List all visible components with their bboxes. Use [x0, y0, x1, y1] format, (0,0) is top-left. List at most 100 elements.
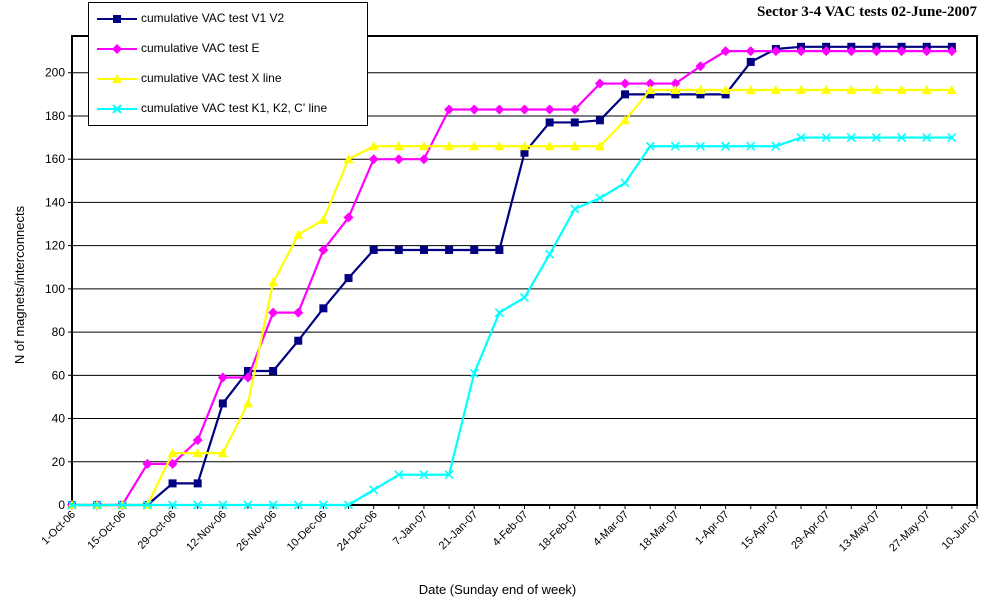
data-point: [193, 479, 202, 488]
data-point: [745, 85, 756, 95]
data-point: [167, 500, 178, 510]
data-point: [695, 85, 706, 95]
data-point: [545, 118, 554, 127]
data-point: [519, 104, 530, 115]
data-point: [142, 458, 153, 469]
data-point: [268, 307, 279, 318]
data-point: [670, 78, 681, 89]
data-point: [696, 90, 705, 99]
series-line-3: [72, 136, 952, 507]
data-point: [444, 104, 455, 115]
data-point: [243, 367, 252, 375]
x-tick-label: 12-Nov-06: [184, 509, 229, 554]
y-tick-label: 80: [52, 325, 66, 339]
data-point: [871, 46, 882, 57]
data-point: [469, 141, 480, 151]
data-point: [871, 133, 882, 143]
data-point: [419, 245, 428, 254]
y-tick-label: 100: [45, 282, 65, 296]
series-line-2: [72, 88, 952, 507]
data-point: [167, 458, 178, 469]
data-point: [645, 85, 656, 95]
data-point: [570, 118, 579, 127]
data-point: [193, 500, 203, 510]
data-point: [544, 141, 555, 151]
data-point: [293, 229, 304, 239]
y-tick-label: 120: [45, 239, 65, 253]
legend-item-x-line: cumulative VAC test X line: [89, 65, 367, 93]
x-tick-label: 13-May-07: [837, 509, 883, 555]
data-point: [896, 85, 907, 95]
legend-label: cumulative VAC test E: [141, 41, 260, 55]
data-point: [217, 372, 228, 383]
x-tick-label: 24-Dec-06: [335, 509, 380, 554]
legend-label: cumulative VAC test V1 V2: [141, 11, 285, 25]
y-tick-label: 160: [45, 152, 65, 166]
data-point: [343, 212, 354, 223]
legend-label: cumulative VAC test K1, K2, C' line: [141, 101, 328, 115]
data-point: [343, 500, 354, 510]
data-point: [569, 104, 580, 115]
y-tick-label: 40: [52, 412, 66, 426]
data-point: [695, 61, 706, 72]
y-axis-label: N of magnets/interconnects: [12, 205, 27, 365]
legend: cumulative VAC test V1 V2 cumulative VAC…: [88, 2, 368, 126]
x-tick-label: 10-Jun-07: [940, 509, 984, 553]
x-tick-label: 18-Feb-07: [537, 509, 581, 553]
data-point: [293, 500, 303, 510]
data-point: [620, 78, 631, 89]
data-point: [746, 141, 756, 151]
data-point: [896, 46, 907, 57]
data-point: [494, 308, 504, 318]
data-point: [368, 141, 379, 151]
data-point: [469, 368, 479, 378]
legend-item-e: cumulative VAC test E: [89, 35, 367, 63]
data-point: [419, 470, 429, 480]
data-point: [846, 133, 856, 143]
x-tick-label: 4-Mar-07: [591, 509, 631, 549]
legend-marker-triangle-icon: [97, 74, 137, 83]
data-point: [721, 141, 731, 151]
data-point: [394, 245, 403, 254]
data-point: [469, 104, 480, 115]
data-point: [670, 85, 681, 95]
data-point: [418, 141, 429, 151]
x-tick-label: 15-Oct-06: [85, 509, 128, 552]
y-tick-label: 20: [52, 455, 66, 469]
data-point: [745, 46, 756, 57]
data-point: [520, 148, 529, 157]
data-point: [318, 500, 328, 510]
x-tick-label: 4-Feb-07: [491, 509, 531, 549]
data-point: [369, 245, 378, 254]
data-point: [494, 104, 505, 115]
data-point: [770, 46, 781, 57]
data-point: [821, 46, 832, 57]
x-tick-label: 1-Apr-07: [693, 509, 732, 548]
data-point: [142, 500, 152, 510]
legend-marker-square-icon: [97, 15, 137, 23]
data-point: [645, 141, 655, 151]
legend-marker-x-icon: [97, 104, 137, 114]
data-point: [595, 116, 604, 125]
data-point: [544, 104, 555, 115]
data-point: [947, 133, 957, 143]
data-point: [946, 85, 957, 95]
data-point: [444, 470, 454, 480]
data-point: [720, 85, 731, 95]
chart-title: Sector 3-4 VAC tests 02-June-2007: [757, 4, 977, 20]
data-point: [721, 90, 730, 99]
data-point: [519, 292, 530, 303]
x-tick-label: 18-Mar-07: [637, 509, 681, 553]
data-point: [671, 90, 680, 99]
x-tick-label: 7-Jan-07: [391, 509, 430, 548]
legend-label: cumulative VAC test X line: [141, 71, 282, 85]
data-point: [269, 367, 278, 375]
x-tick-label: 29-Apr-07: [789, 509, 832, 552]
data-point: [621, 90, 630, 99]
y-tick-label: 180: [45, 109, 65, 123]
data-point: [218, 399, 227, 408]
data-point: [897, 133, 907, 143]
data-point: [318, 244, 329, 255]
data-point: [92, 500, 102, 510]
